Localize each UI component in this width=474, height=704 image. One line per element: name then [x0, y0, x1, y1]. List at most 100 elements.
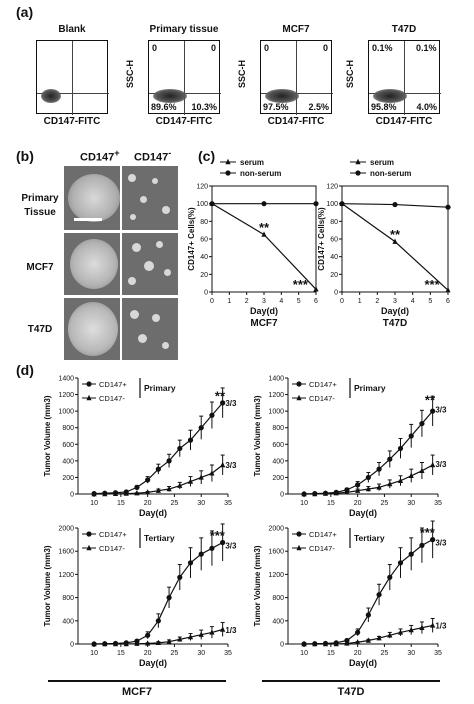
y-tick-label: 800 — [272, 595, 284, 602]
data-point-triangle — [187, 633, 194, 640]
flow-plot-frame — [36, 40, 109, 115]
data-point-triangle — [313, 286, 319, 292]
x-tick-label: 25 — [171, 500, 179, 507]
data-point-circle — [145, 632, 151, 638]
group-bar-t47d — [262, 680, 440, 682]
data-point-triangle — [392, 238, 398, 244]
y-tick-label: 20 — [330, 272, 338, 279]
y-tick-label: 120 — [326, 184, 338, 191]
data-point-circle — [220, 539, 226, 546]
data-point-circle — [187, 560, 194, 566]
legend-label: CD147+ — [309, 530, 337, 539]
significance-marker: *** — [425, 277, 441, 292]
flow-plot-xlabel: CD147-FITC — [375, 116, 433, 127]
legend-group-title: Primary — [354, 383, 386, 393]
data-point-triangle — [123, 640, 129, 647]
gate-line-horizontal — [37, 93, 109, 94]
data-point-circle — [376, 466, 382, 472]
quadrant-ll-value: 95.8% — [371, 102, 397, 112]
y-tick-label: 0 — [70, 492, 74, 499]
quadrant-ul-value: 0 — [152, 43, 158, 53]
data-point-circle — [430, 537, 436, 543]
tumor-incidence-label: 3/3 — [435, 460, 447, 469]
data-point-triangle — [365, 637, 371, 643]
group-label-t47d: T47D — [337, 686, 365, 698]
x-tick-label: 20 — [354, 650, 362, 657]
y-tick-label: 1400 — [268, 376, 284, 383]
group-label-mcf7: MCF7 — [122, 686, 152, 698]
data-point-circle — [209, 201, 215, 207]
data-point-circle — [397, 445, 404, 452]
data-point-triangle — [209, 629, 215, 635]
legend-marker — [225, 158, 231, 165]
data-point-circle — [355, 482, 361, 488]
data-point-triangle — [187, 478, 194, 484]
y-axis-label: Tumor Volume (mm3) — [43, 545, 52, 626]
data-point-circle — [155, 466, 161, 472]
data-point-circle — [155, 618, 161, 624]
data-point-triangle — [312, 490, 318, 497]
x-tick-label: 10 — [300, 650, 308, 657]
data-point-triangle — [261, 231, 267, 237]
legend-marker — [86, 544, 92, 551]
group-bar-mcf7 — [48, 680, 226, 682]
series-line-circle — [94, 541, 223, 645]
data-point-triangle — [102, 490, 108, 497]
x-axis-label: Day(d) — [250, 306, 278, 316]
x-tick-label: 30 — [197, 650, 205, 657]
y-axis-label: Tumor Volume (mm3) — [43, 395, 52, 476]
y-tick-label: 120 — [196, 184, 208, 191]
data-point-triangle — [134, 640, 140, 646]
y-tick-label: 200 — [272, 475, 284, 482]
legend-marker — [225, 170, 231, 176]
panel-label-a: (a) — [16, 4, 34, 20]
data-point-triangle — [365, 485, 371, 492]
quadrant-ul-value: 0.1% — [372, 43, 393, 53]
y-tick-label: 80 — [330, 219, 338, 226]
data-point-triangle — [166, 485, 172, 492]
sphere-row-label-primary: Primary Tissue — [21, 193, 59, 218]
legend-group-title: Primary — [144, 383, 176, 393]
x-tick-label: 25 — [171, 650, 179, 657]
data-point-triangle — [198, 474, 204, 480]
y-tick-label: 2000 — [268, 526, 284, 533]
sphere-image-primary-neg — [122, 166, 178, 230]
legend-label: serum — [370, 158, 394, 167]
data-point-circle — [198, 425, 204, 431]
x-tick-label: 3 — [393, 298, 397, 305]
x-tick-label: 25 — [381, 650, 389, 657]
y-tick-label: 80 — [200, 219, 208, 226]
data-point-circle — [177, 445, 183, 452]
quadrant-ul-value: 0 — [264, 43, 270, 53]
x-tick-label: 20 — [144, 650, 152, 657]
y-tick-label: 0 — [204, 290, 208, 297]
data-point-triangle — [145, 489, 151, 495]
data-point-circle — [177, 574, 183, 580]
panel-label-b: (b) — [16, 148, 34, 164]
data-point-triangle — [198, 631, 204, 637]
x-tick-label: 30 — [407, 500, 415, 507]
y-tick-label: 400 — [62, 618, 74, 625]
data-point-triangle — [397, 477, 404, 483]
data-point-triangle — [430, 461, 436, 468]
data-point-triangle — [209, 470, 215, 476]
data-point-triangle — [322, 490, 329, 496]
data-point-circle — [445, 204, 451, 210]
data-point-triangle — [430, 622, 436, 628]
x-axis-label: Day(d) — [139, 508, 167, 518]
data-point-circle — [166, 595, 172, 601]
data-point-triangle — [112, 490, 119, 497]
data-point-circle — [355, 629, 361, 636]
legend-label: non-serum — [240, 169, 281, 178]
cell-population-cloud — [373, 89, 407, 103]
cell-population-cloud — [265, 89, 299, 103]
data-point-triangle — [333, 640, 339, 647]
significance-marker: *** — [420, 525, 436, 540]
gate-line-vertical — [296, 41, 297, 115]
y-tick-label: 800 — [272, 425, 284, 432]
x-tick-label: 25 — [381, 500, 389, 507]
data-point-triangle — [177, 482, 183, 488]
y-tick-label: 1600 — [268, 549, 284, 556]
x-tick-label: 10 — [90, 650, 98, 657]
